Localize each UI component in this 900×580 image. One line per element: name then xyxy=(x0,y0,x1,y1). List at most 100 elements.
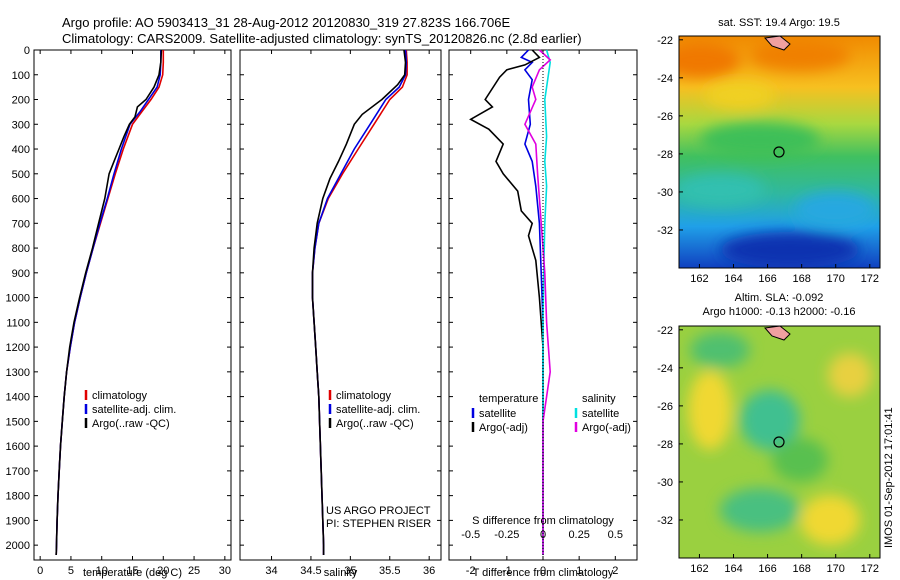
y-tick-label: 400 xyxy=(12,144,30,156)
y-tick-label: 1100 xyxy=(6,317,30,329)
y-tick-label: 1700 xyxy=(6,466,30,478)
y-tick-label: 2000 xyxy=(6,540,30,552)
x-tick-label: 10 xyxy=(96,565,108,577)
map-y-tick-label: -30 xyxy=(657,477,673,489)
sla-map-title-line1: Altim. SLA: -0.092 xyxy=(735,292,824,304)
sla-teal-patch xyxy=(690,332,750,368)
y-tick-label: 200 xyxy=(12,95,30,107)
series-line-climatology xyxy=(55,50,165,556)
legend-label: satellite xyxy=(479,408,516,420)
map-y-tick-label: -28 xyxy=(657,439,673,451)
y-tick-label: 1800 xyxy=(6,491,30,503)
map-x-tick-label: 162 xyxy=(690,273,708,285)
map-y-tick-label: -30 xyxy=(657,187,673,199)
y-tick-label: 1300 xyxy=(6,367,30,379)
credit-annotation: US ARGO PROJECT xyxy=(326,505,431,517)
sla-yellow-patch xyxy=(828,353,872,397)
x-tick-label: 1 xyxy=(576,565,582,577)
x-axis-label: T difference from climatology xyxy=(473,567,614,579)
salinity-panel: 34 34.5 35 35.5 36 salinity climatology satelli… xyxy=(239,49,442,579)
map-x-tick-label: 168 xyxy=(792,563,810,575)
y-tick-label: 500 xyxy=(12,169,30,181)
credit-annotation: PI: STEPHEN RISER xyxy=(326,518,431,530)
map-x-tick-label: 170 xyxy=(827,563,845,575)
map-y-tick-label: -28 xyxy=(657,149,673,161)
sst-cold-patch xyxy=(720,232,860,268)
x-tick-label: -2 xyxy=(466,565,476,577)
x-axis-label: salinity xyxy=(324,567,358,579)
sla-yellow-patch xyxy=(688,370,732,450)
s-diff-axis-label: S difference from climatology xyxy=(472,515,614,527)
sst-map-frame xyxy=(678,35,881,269)
map-y-tick-label: -24 xyxy=(657,363,673,375)
difference-panel: -2 -1 0 1 2T difference from climatology -0.5… xyxy=(448,49,638,579)
series-line-climatology xyxy=(311,49,408,555)
y-tick-label: 1600 xyxy=(6,441,30,453)
temperature-panel: 0 5 10 15 20 25 30 temperature (deg C) 0 100 200 30… xyxy=(6,45,232,579)
y-tick-label: 900 xyxy=(12,268,30,280)
x-tick-label: 20 xyxy=(157,565,169,577)
sst-map-title: sat. SST: 19.4 Argo: 19.5 xyxy=(718,17,840,29)
x-axis-label: temperature (deg C) xyxy=(83,567,182,579)
sst-warm-patch xyxy=(679,42,740,78)
legend-label: climatology xyxy=(336,390,392,402)
legend-title-temperature: temperature xyxy=(479,393,538,405)
y-tick-label: 0 xyxy=(24,45,30,57)
sla-teal-patch xyxy=(720,488,800,532)
y-tick-label: 1200 xyxy=(6,342,30,354)
plot-frame xyxy=(239,49,442,561)
y-tick-label: 300 xyxy=(12,119,30,131)
x-tick-label: 30 xyxy=(219,565,231,577)
legend-label: satellite-adj. clim. xyxy=(336,404,420,416)
sst-teal-patch xyxy=(679,174,765,206)
sst-cyan-patch xyxy=(795,192,875,228)
y-tick-label: 1000 xyxy=(6,293,30,305)
series-line-satellite-adj-clim- xyxy=(55,50,162,556)
argo-location-marker xyxy=(773,146,785,158)
sla-teal-patch xyxy=(740,390,800,450)
x-tick-label: 35.5 xyxy=(379,565,400,577)
sla-map-frame xyxy=(678,325,881,559)
legend-title-salinity: salinity xyxy=(582,393,616,405)
argo-location-marker xyxy=(773,436,785,448)
map-x-tick-label: 162 xyxy=(690,563,708,575)
series-line-argo-raw-qc- xyxy=(55,49,163,556)
x-tick-label: 2 xyxy=(612,565,618,577)
map-x-tick-label: 164 xyxy=(724,563,742,575)
legend-label: climatology xyxy=(92,390,148,402)
map-y-tick-label: -26 xyxy=(657,111,673,123)
map-x-tick-label: 172 xyxy=(861,563,879,575)
sst-green-patch xyxy=(700,122,820,158)
map-x-tick-label: 166 xyxy=(758,563,776,575)
map-y-tick-label: -26 xyxy=(657,401,673,413)
series-line-argo-adj- xyxy=(524,49,552,555)
legend-label: Argo(-adj) xyxy=(479,422,528,434)
legend-label: Argo(-adj) xyxy=(582,422,631,434)
sla-green-patch xyxy=(772,438,828,482)
y-tick-label: 700 xyxy=(12,218,30,230)
series-line-satellite-adj-clim- xyxy=(311,49,408,555)
map-y-tick-label: -32 xyxy=(657,515,673,527)
sla-map: Altim. SLA: -0.092 Argo h1000: -0.13 h20… xyxy=(657,292,881,575)
map-y-tick-label: -22 xyxy=(657,35,673,47)
sst-yellow-patch xyxy=(705,81,775,109)
map-y-tick-label: -22 xyxy=(657,325,673,337)
figure-title-line2: Climatology: CARS2009. Satellite-adjuste… xyxy=(62,31,582,46)
map-y-tick-label: -24 xyxy=(657,73,673,85)
sst-warm-patch xyxy=(750,39,850,71)
s-diff-tick-label: -0.5 xyxy=(461,529,480,541)
x-tick-label: -1 xyxy=(502,565,512,577)
x-tick-label: 36 xyxy=(423,565,435,577)
map-y-tick-label: -32 xyxy=(657,225,673,237)
x-tick-label: 25 xyxy=(188,565,200,577)
y-tick-label: 100 xyxy=(12,70,30,82)
legend-label: satellite xyxy=(582,408,619,420)
series-line-satellite xyxy=(542,49,552,555)
map-x-tick-label: 164 xyxy=(724,273,742,285)
x-tick-label: 5 xyxy=(68,565,74,577)
x-tick-label: 34.5 xyxy=(300,565,321,577)
sla-map-title-line2: Argo h1000: -0.13 h2000: -0.16 xyxy=(703,306,856,318)
legend-label: Argo(..raw -QC) xyxy=(336,418,414,430)
series-line-satellite xyxy=(519,49,544,555)
